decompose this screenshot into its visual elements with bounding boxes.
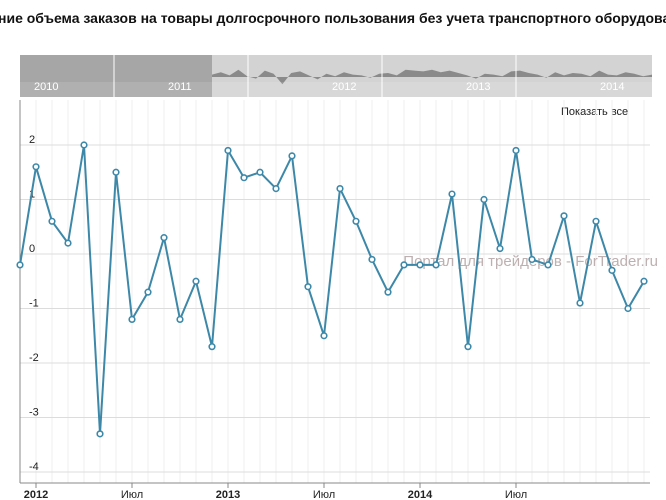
data-point [432, 261, 440, 269]
range-navigator[interactable]: 2010 2011 2012 2013 2014 [20, 55, 652, 97]
y-tick-label: -3 [29, 407, 39, 419]
data-point [304, 283, 312, 291]
series-line [19, 144, 645, 435]
navigator-year-label: 2013 [466, 81, 490, 93]
data-point [352, 217, 360, 225]
show-all-button[interactable]: Показать все [561, 106, 629, 118]
data-point [640, 277, 648, 285]
data-point [464, 343, 472, 351]
navigator-year-label: 2012 [332, 81, 356, 93]
data-point [416, 261, 424, 269]
navigator-profile [212, 69, 652, 85]
data-point [192, 277, 200, 285]
data-point [256, 168, 264, 176]
data-point [96, 430, 104, 438]
navigator-year-label: 2010 [34, 81, 58, 93]
data-point [336, 185, 344, 193]
data-point [208, 343, 216, 351]
data-point [448, 190, 456, 198]
data-point [240, 174, 248, 182]
data-point [528, 255, 536, 264]
data-point [368, 255, 376, 264]
y-tick-label: -1 [29, 298, 39, 310]
x-tick-label: Июл [313, 489, 335, 500]
data-point [160, 234, 168, 242]
data-point [400, 261, 408, 269]
data-point [320, 332, 328, 340]
data-point [496, 244, 504, 253]
data-point [544, 261, 552, 269]
data-point [560, 212, 568, 220]
x-tick-label: 2013 [216, 489, 240, 500]
x-tick-label: Июл [121, 489, 143, 500]
navigator-label-band [20, 82, 652, 97]
data-point [624, 304, 632, 313]
data-point [80, 141, 88, 149]
data-point [144, 288, 152, 296]
data-point [48, 217, 56, 225]
x-tick-label: Июл [505, 489, 527, 500]
y-tick-label: -2 [29, 352, 39, 364]
data-point [512, 146, 520, 155]
data-point [288, 152, 296, 160]
x-tick-label: 2014 [408, 489, 433, 500]
data-point [224, 146, 232, 155]
y-tick-label: 2 [29, 134, 35, 146]
data-point [112, 168, 120, 176]
data-point [608, 266, 616, 274]
y-tick-label: -4 [29, 461, 39, 473]
data-point [480, 195, 488, 204]
navigator-year-label: 2011 [168, 81, 192, 93]
data-point [128, 315, 136, 324]
data-point [384, 288, 392, 296]
data-point [272, 185, 280, 193]
y-tick-label: 0 [29, 243, 35, 255]
navigator-year-label: 2014 [600, 81, 624, 93]
data-point [32, 163, 40, 171]
data-point [64, 239, 72, 247]
data-point [16, 261, 24, 269]
data-point [576, 299, 584, 307]
data-point [592, 217, 600, 225]
x-tick-label: 2012 [24, 489, 48, 500]
navigator-selected-range [20, 55, 212, 97]
data-point [176, 315, 184, 324]
chart-title: ние объема заказов на товары долгосрочно… [0, 10, 666, 26]
navigator-strip[interactable]: 2010 2011 2012 2013 2014 [20, 55, 652, 97]
